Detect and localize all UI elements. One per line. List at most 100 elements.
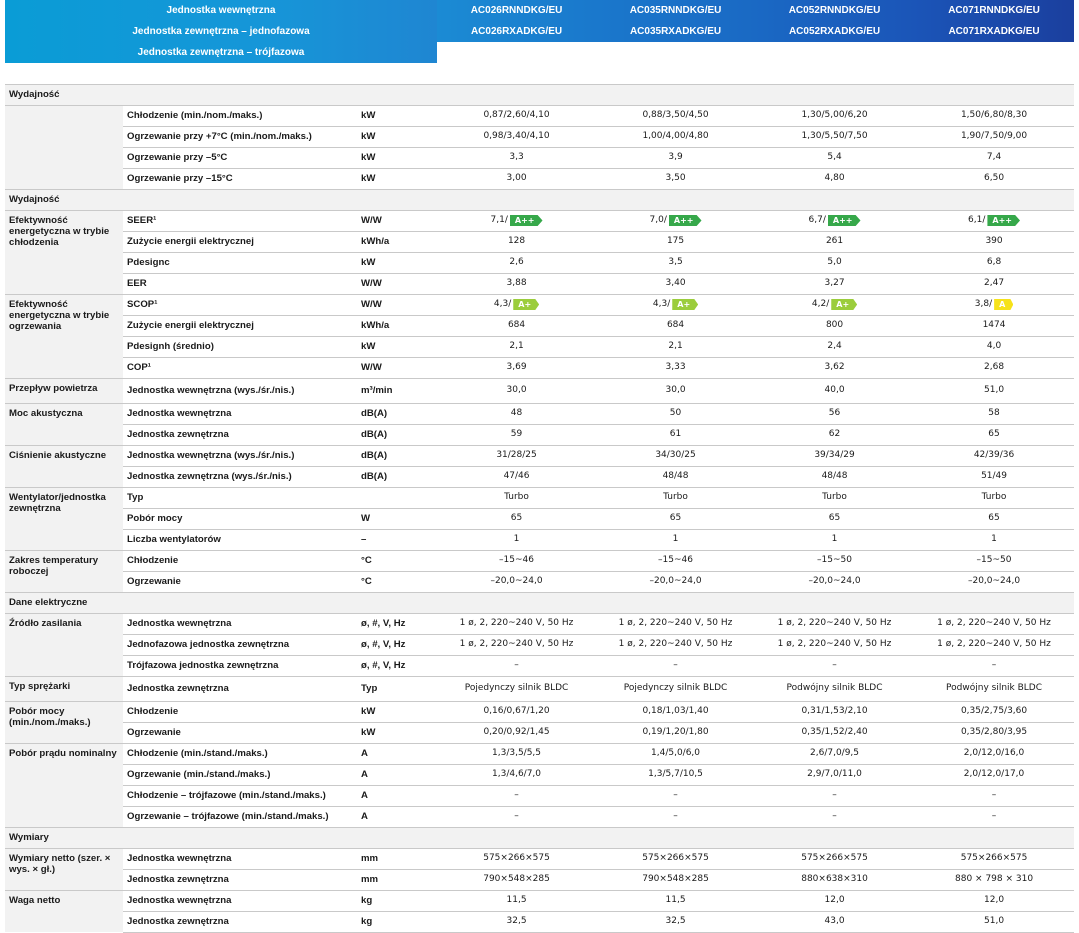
value-cell: –15~50 — [755, 549, 915, 571]
value-cell: 7,0/A++ — [596, 209, 756, 231]
table-row: Jednostka zewnętrzna kg 32,5 32,5 43,0 51,0 — [5, 910, 1075, 933]
param-label: Chłodzenie — [123, 549, 357, 571]
unit-label: ø, #, V, Hz — [357, 633, 438, 655]
value-cell: 4,2/A+ — [755, 293, 915, 315]
param-label: Jednostka wewnętrzna — [123, 402, 357, 424]
value-cell: Turbo — [596, 486, 756, 508]
unit-label: A — [357, 784, 438, 806]
value-cell: 1 ø, 2, 220~240 V, 50 Hz — [755, 633, 915, 655]
group-label: Zakres temperatury roboczej — [5, 549, 123, 592]
value-cell: – — [596, 654, 756, 676]
param-label: Ogrzewanie przy –5°C — [123, 146, 357, 168]
unit-label: W/W — [357, 356, 438, 378]
param-label: Ogrzewanie — [123, 570, 357, 592]
table-row: Ogrzewanie °C –20,0~24,0 –20,0~24,0 –20,0~24… — [5, 570, 1075, 592]
rating-value: 4,2/A+ — [812, 299, 858, 310]
table-row: Chłodzenie – trójfazowe (min./stand./mak… — [5, 784, 1075, 806]
unit-label: dB(A) — [357, 423, 438, 445]
value-cell: Turbo — [437, 486, 597, 508]
header-model-indoor: AC026RNNDKG/EU — [437, 0, 597, 21]
table-row: Pobór mocy (min./nom./maks.) Chłodzenie kW… — [5, 700, 1075, 743]
value-cell: 800 — [755, 314, 915, 336]
value-cell: 65 — [755, 507, 915, 529]
value-cell: – — [437, 805, 597, 827]
param-label: Jednostka wewnętrzna (wys./śr./nis.) — [123, 444, 357, 466]
unit-label: kW — [357, 167, 438, 189]
value-cell: – — [914, 784, 1075, 806]
value-cell: 3,5 — [596, 251, 756, 273]
value-cell: 1,3/5,7/10,5 — [596, 763, 756, 785]
value-cell: 2,6 — [437, 251, 597, 273]
value-cell: 1,4/5,0/6,0 — [596, 742, 756, 764]
value-cell: 0,16/0,67/1,20 — [437, 700, 597, 722]
unit-label: kW — [357, 104, 438, 126]
table-row: Jednostka zewnętrzna (wys./śr./nis.) dB(A… — [5, 465, 1075, 487]
value-cell: 880×638×310 — [755, 868, 915, 890]
param-label: Chłodzenie (min./stand./maks.) — [123, 742, 357, 764]
table-row: Ciśnienie akustyczne Jednostka wewnętrzna… — [5, 444, 1075, 487]
energy-class-badge: A++ — [668, 215, 702, 226]
value-cell: 11,5 — [437, 889, 597, 911]
value-cell: –20,0~24,0 — [596, 570, 756, 592]
header-model-indoor: AC035RNNDKG/EU — [596, 0, 756, 21]
value-cell: 0,18/1,03/1,40 — [596, 700, 756, 722]
table-row: Pdesignc kW 2,6 3,5 5,0 6,8 — [5, 251, 1075, 273]
group-label — [5, 104, 123, 189]
unit-label: dB(A) — [357, 444, 438, 466]
value-cell: 0,98/3,40/4,10 — [437, 125, 597, 147]
value-cell: – — [755, 784, 915, 806]
rating-number: 6,7/ — [808, 215, 826, 225]
value-cell: 47/46 — [437, 465, 597, 487]
rating-number: 7,0/ — [649, 215, 667, 225]
group-label: Efektywność energetyczna w trybie chłodz… — [5, 209, 123, 294]
group-label: Efektywność energetyczna w trybie ogrzew… — [5, 293, 123, 378]
value-cell: 1 ø, 2, 220~240 V, 50 Hz — [437, 612, 597, 634]
value-cell: 6,8 — [914, 251, 1075, 273]
value-cell: 51/49 — [914, 465, 1075, 487]
value-cell: 3,88 — [437, 272, 597, 294]
param-label: Trójfazowa jednostka zewnętrzna — [123, 654, 357, 676]
rating-value: 6,1/A++ — [968, 215, 1021, 226]
value-cell: 42/39/36 — [914, 444, 1075, 466]
value-cell: 2,0/12,0/17,0 — [914, 763, 1075, 785]
value-cell: 39/34/29 — [755, 444, 915, 466]
value-cell: 1,30/5,00/6,20 — [755, 104, 915, 126]
unit-label: dB(A) — [357, 465, 438, 487]
unit-label: kg — [357, 910, 438, 933]
value-cell: 6,50 — [914, 167, 1075, 189]
energy-class-badge: A+ — [831, 299, 858, 310]
value-cell: 40,0 — [755, 377, 915, 403]
rating-value: 3,8/A — [975, 299, 1014, 310]
value-cell: 0,31/1,53/2,10 — [755, 700, 915, 722]
value-cell: 3,9 — [596, 146, 756, 168]
value-cell: 1,30/5,50/7,50 — [755, 125, 915, 147]
energy-class-badge: A+ — [513, 299, 540, 310]
value-cell: 32,5 — [596, 910, 756, 933]
value-cell: 4,80 — [755, 167, 915, 189]
unit-label: mm — [357, 868, 438, 890]
unit-label: kW — [357, 146, 438, 168]
value-cell: Pojedynczy silnik BLDC — [596, 675, 756, 701]
unit-label: kg — [357, 889, 438, 911]
value-cell: 1 — [437, 528, 597, 550]
section-title: Wymiary — [5, 826, 1075, 848]
table-row: Ogrzewanie (min./stand./maks.) A 1,3/4,6/7… — [5, 763, 1075, 785]
table-row: Zużycie energii elektrycznej kWh/a 128 175 2… — [5, 230, 1075, 252]
value-cell: 3,40 — [596, 272, 756, 294]
value-cell: 3,8/A — [914, 293, 1075, 315]
value-cell: –15~46 — [596, 549, 756, 571]
value-cell: – — [437, 654, 597, 676]
param-label: Ogrzewanie (min./stand./maks.) — [123, 763, 357, 785]
header-model-outdoor: AC035RXADKG/EU — [596, 21, 756, 42]
value-cell: 1,3/3,5/5,5 — [437, 742, 597, 764]
value-cell: 1,50/6,80/8,30 — [914, 104, 1075, 126]
param-label: Jednostka wewnętrzna — [123, 889, 357, 911]
rating-value: 4,3/A+ — [653, 299, 699, 310]
energy-class-badge: A++ — [827, 215, 861, 226]
table-row: Ogrzewanie przy –5°C kW 3,3 3,9 5,4 7,4 — [5, 146, 1075, 168]
unit-label: °C — [357, 549, 438, 571]
value-cell: 3,50 — [596, 167, 756, 189]
section-row: Wymiary — [5, 826, 1075, 848]
param-label: Jednostka zewnętrzna — [123, 423, 357, 445]
table-row: Moc akustyczna Jednostka wewnętrzna dB(A) 4… — [5, 402, 1075, 445]
